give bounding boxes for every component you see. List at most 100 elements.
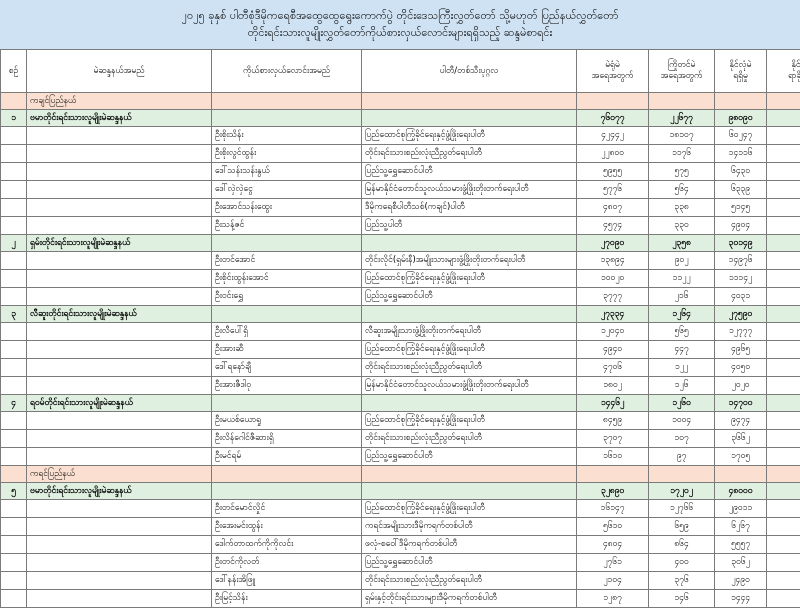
cell-won: ၂၉၀၁၁	[715, 500, 767, 518]
cell-advance: ၂၁၆	[649, 288, 715, 306]
cell-no: ၁	[1, 110, 27, 127]
cell-candidate: ဦးအေးမင်းထွန်း	[212, 518, 362, 536]
cell-constituency: လီဆူးတိုင်းရင်းသားလူမျိုးမဲဆန္ဒနယ်	[27, 306, 212, 323]
cell-votes: ၅၆၁၀	[577, 518, 649, 536]
cell-party: ပြည်ထောင်စုကြံ့ခိုင်ရေးနှင့်ဖွံ့ဖြိုးရေး…	[362, 341, 577, 359]
cell-constituency	[27, 500, 212, 518]
cell-advance: ၅၇၅	[649, 163, 715, 181]
constituency-summary-row: ၂ရှမ်းတိုင်းရင်းသားလူမျိုးမဲဆန္ဒနယ်၂၇၀၉၀…	[1, 235, 800, 252]
cell-won: ၄၉၆၅	[715, 341, 767, 359]
cell-constituency	[27, 341, 212, 359]
cell-no	[1, 93, 27, 110]
cell-no	[1, 466, 27, 483]
cell-advance: ၁၁၂၂	[649, 270, 715, 288]
cell-candidate: ဦးသန့်ဇင်	[212, 217, 362, 235]
cell-advance: ၁၀၀၄	[649, 412, 715, 430]
candidate-row: ဦးစိုင်းထွန်းအောင်ပြည်ထောင်စုကြံ့ခိုင်ရေ…	[1, 270, 800, 288]
candidate-row: ဦးအားဆီပြည်ထောင်စုကြံ့ခိုင်ရေးနှင့်ဖွံ့ဖ…	[1, 341, 800, 359]
cell-party: ပြည်သူ့ရွှေဆောင်ပါတီ	[362, 554, 577, 572]
cell-votes: ၁၄၄၆၂	[577, 395, 649, 412]
cell-no	[1, 323, 27, 341]
cell-percent: ၄.၉၉%	[767, 217, 800, 235]
cell-votes: ၁၃၈၉၄	[577, 252, 649, 270]
cell-votes: ၁၂၀၄၀	[577, 323, 649, 341]
cell-won: ၄၀၅၀	[715, 359, 767, 377]
cell-constituency	[27, 270, 212, 288]
cell-no	[1, 590, 27, 608]
col-header-no: စဉ်	[1, 50, 27, 93]
cell-won: ၉၄၇၄	[715, 412, 767, 430]
cell-no	[1, 181, 27, 199]
cell-no	[1, 359, 27, 377]
cell-candidate	[212, 93, 362, 110]
cell-constituency	[27, 536, 212, 554]
state-section-row: ကရင်ပြည်နယ်	[1, 466, 800, 483]
cell-constituency	[27, 448, 212, 466]
cell-percent	[767, 93, 800, 110]
cell-candidate: ဦးစိုးလွင်ထွန်း	[212, 145, 362, 163]
cell-votes: ၁၈၀၂	[577, 377, 649, 395]
cell-constituency	[27, 430, 212, 448]
cell-votes: ၃၂၈၉၀	[577, 483, 649, 500]
cell-no	[1, 518, 27, 536]
cell-constituency	[27, 554, 212, 572]
cell-candidate	[212, 306, 362, 323]
cell-percent: ၅.၂၄%	[767, 199, 800, 217]
cell-percent: ၈.၂၄%	[767, 377, 800, 395]
col-header-advance: ကြိုတင်မဲ အရေအတွက်	[649, 50, 715, 93]
cell-party: တိုင်းလိုင်(ရှမ်းနီ)အမျိုးသားများဖွံ့ဖြိ…	[362, 252, 577, 270]
cell-votes: ၄၂၄၄၂	[577, 127, 649, 145]
candidate-row: ဦးမင်ရမ်ပြည်သူ့ရွှေဆောင်ပါတီ၁၆၁၀၉၇၁၇၀၅၁၁…	[1, 448, 800, 466]
cell-votes: ၂၇၃၃၄	[577, 306, 649, 323]
cell-party: ကရင်အမျိုးသားဒီမိုကရက်တစ်ပါတီ	[362, 518, 577, 536]
cell-party: ဖလုံ-စဝေါ်ဒီမိုကရက်တစ်ပါတီ	[362, 536, 577, 554]
cell-won: ၄၀၃၁	[715, 288, 767, 306]
cell-candidate: ဒေါက်တာထက်ကိုကိုလင်း	[212, 536, 362, 554]
cell-constituency	[27, 181, 212, 199]
cell-advance: ၃၇၆	[649, 572, 715, 590]
cell-won: ၃၆၆၂	[715, 430, 767, 448]
cell-advance: ၁၁၇၆	[649, 145, 715, 163]
cell-votes: ၇၆၀၇၇	[577, 110, 649, 127]
cell-constituency	[27, 199, 212, 217]
candidate-row: ဦးအားဇီဒါဝုမြန်မာနိုင်ငံတောင်သူလယ်သမားဖွ…	[1, 377, 800, 395]
cell-won: ၂၀၂၀	[715, 377, 767, 395]
cell-advance: ၁၇၂၀၂	[649, 483, 715, 500]
col-header-percent-line-1: နိုင်လုံမဲ	[770, 60, 800, 71]
cell-won: ၆၀၂၄၇	[715, 127, 767, 145]
cell-advance: ၉၀၂	[649, 252, 715, 270]
cell-won: ၁၄၁၁၆	[715, 145, 767, 163]
cell-no	[1, 572, 27, 590]
cell-no: ၄	[1, 395, 27, 412]
cell-candidate: ဦးမင်ရမ်	[212, 448, 362, 466]
cell-percent	[767, 395, 800, 412]
cell-candidate: ဦးစိုင်းထွန်းအောင်	[212, 270, 362, 288]
candidate-row: ဒေါ်နန်းအိဖြူတိုင်းရင်းသားစည်းလုံးညီညွတ်…	[1, 572, 800, 590]
cell-advance: ၁၂၆၀	[649, 395, 715, 412]
cell-won	[715, 93, 767, 110]
cell-constituency: ရဝမ်တိုင်းရင်းသားလူမျိုးမဲဆန္ဒနယ်	[27, 395, 212, 412]
constituency-summary-row: ၄ရဝမ်တိုင်းရင်းသားလူမျိုးမဲဆန္ဒနယ် ၁၄၄၆၂၁…	[1, 395, 800, 412]
candidate-row: ဦးစိုးလွင်ထွန်းတိုင်းရင်းသားစည်းလုံးညီညွ…	[1, 145, 800, 163]
cell-party	[362, 93, 577, 110]
cell-no	[1, 199, 27, 217]
cell-no	[1, 412, 27, 430]
cell-won: ၁၂၇၇၇	[715, 323, 767, 341]
cell-advance: ၃၃၈	[649, 199, 715, 217]
cell-votes: ၁၂၈၇	[577, 590, 649, 608]
cell-party	[362, 395, 577, 412]
cell-won: ၁၄၄၄	[715, 590, 767, 608]
cell-won: ၄၈၀၀၀	[715, 483, 767, 500]
cell-candidate: ဦးတင်အောင်	[212, 252, 362, 270]
cell-advance: ၂၃၅၈	[649, 235, 715, 252]
cell-percent: ၁၁.၆၀%	[767, 448, 800, 466]
cell-party: တိုင်းရင်းသားစည်းလုံးညီညွတ်ရေးပါတီ	[362, 145, 577, 163]
cell-percent: ၂.၉၀%	[767, 590, 800, 608]
cell-advance: ၄၄၇	[649, 341, 715, 359]
cell-party: မြန်မာနိုင်ငံတောင်သူလယ်သမားဖွံ့ဖြိုးတိုး…	[362, 181, 577, 199]
cell-no: ၃	[1, 306, 27, 323]
cell-constituency	[27, 590, 212, 608]
cell-constituency	[27, 572, 212, 590]
col-header-won-line-2: ရရှိမှု	[718, 71, 763, 82]
cell-candidate: ဦးဝင်းရွှေ	[212, 288, 362, 306]
